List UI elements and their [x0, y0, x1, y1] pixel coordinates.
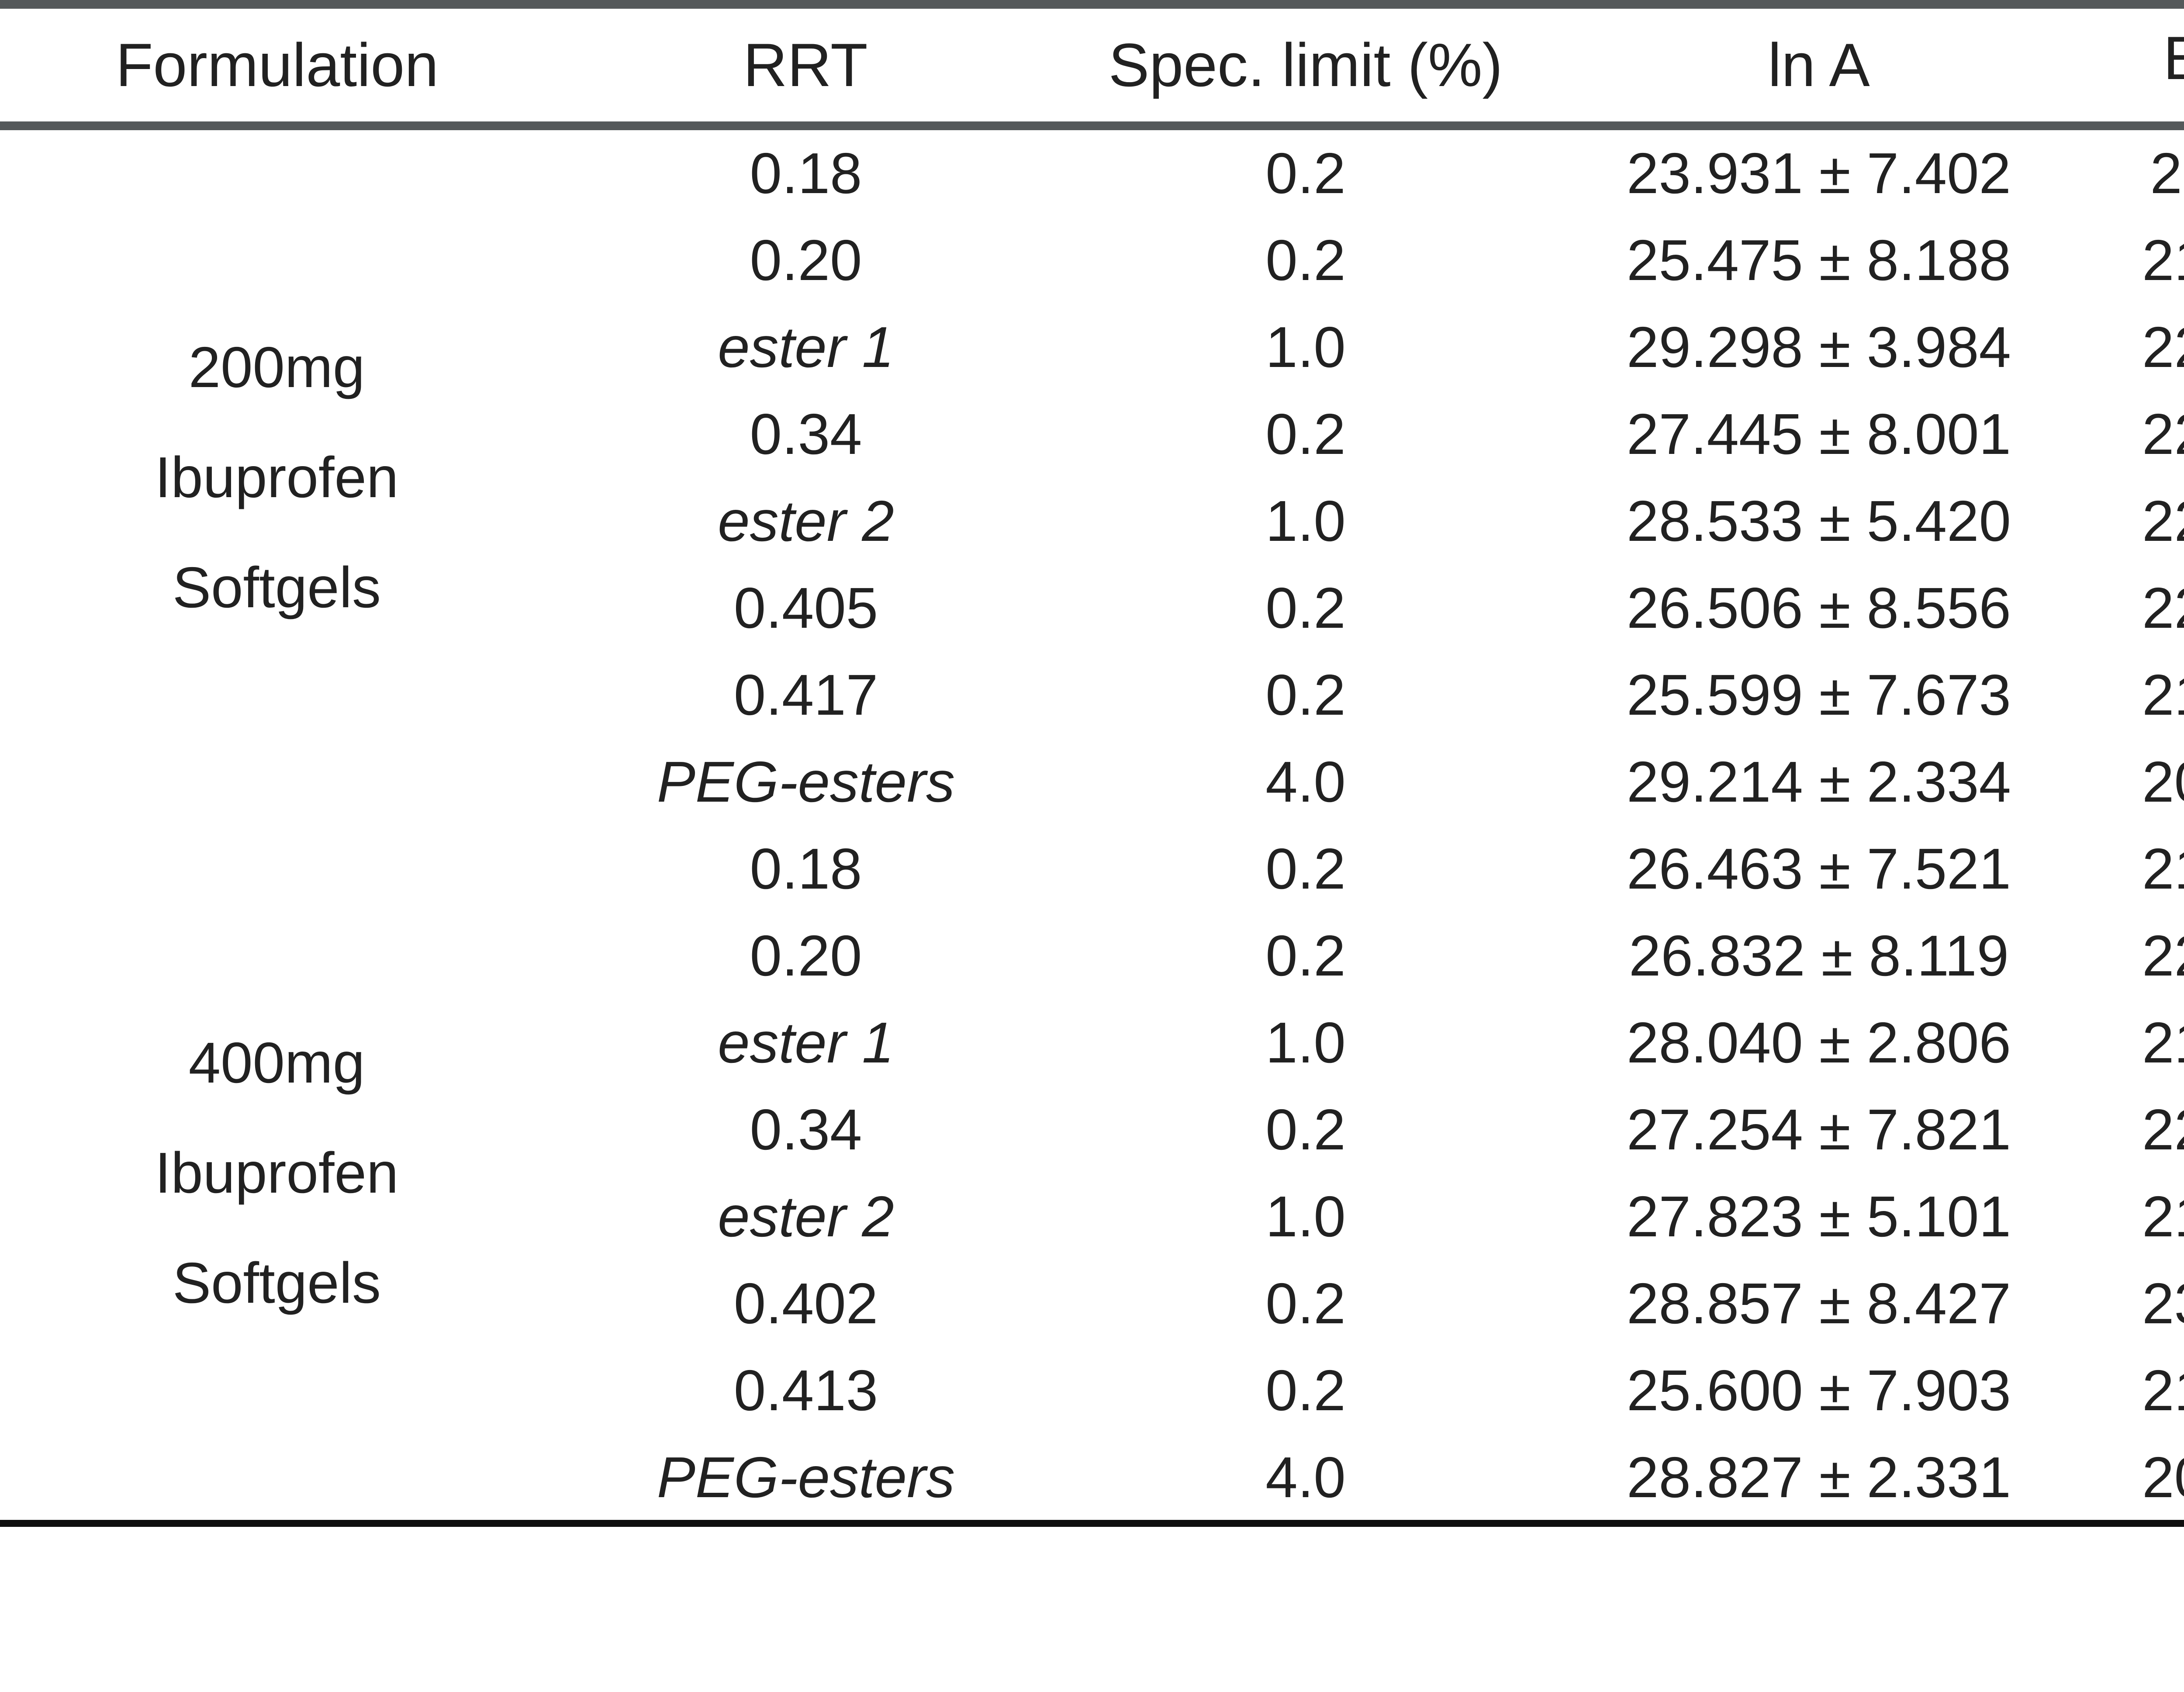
cell-ln-a: 28.040 ± 2.806 — [1555, 998, 2083, 1086]
cell-spec-limit: 0.2 — [1057, 911, 1555, 999]
cell-rrt: 0.413 — [554, 1346, 1057, 1434]
table-row: 200mg Ibuprofen Softgels 0.18 0.2 23.931… — [0, 126, 2184, 825]
formulation-cell-200mg: 200mg Ibuprofen Softgels — [0, 126, 555, 825]
cell-spec-limit: 0.2 — [1057, 651, 1555, 738]
table-row: ester 2 1.0 28.533 ± 5.420 22.105 ± 3.73… — [0, 477, 2184, 564]
cell-rrt: PEG-esters — [554, 1433, 1057, 1523]
col-header-rrt: RRT — [554, 4, 1057, 130]
cell-ln-a: 29.298 ± 3.984 — [1555, 303, 2083, 391]
col-header-ln-a: ln A — [1555, 4, 2083, 130]
cell-ln-a: 23.931 ± 7.402 — [1555, 126, 2083, 217]
cell-ea: 22.397 ± 2.725 — [2083, 303, 2184, 391]
formulation-cell-400mg: 400mg Ibuprofen Softgels — [0, 824, 555, 1523]
cell-ea: 20.445 ± 1.597 — [2083, 1433, 2184, 1523]
cell-rrt: 0.405 — [554, 564, 1057, 651]
table-row: 0.417 0.2 25.599 ± 7.673 21.641 ± 5.319 … — [0, 651, 2184, 738]
cell-rrt: ester 2 — [554, 477, 1057, 564]
cell-rrt: 0.417 — [554, 651, 1057, 738]
cell-ea: 21.330 ± 2.806 — [2083, 998, 2184, 1086]
table-row: PEG-esters 4.0 28.827 ± 2.331 20.445 ± 1… — [0, 1433, 2184, 1523]
cell-ln-a: 25.475 ± 8.188 — [1555, 216, 2083, 304]
cell-ea: 21.869 ± 5.228 — [2083, 824, 2184, 912]
formulation-line: Softgels — [173, 555, 381, 619]
table-body: 200mg Ibuprofen Softgels 0.18 0.2 23.931… — [0, 126, 2184, 1523]
table-row: 0.402 0.2 28.857 ± 8.427 23.728 ± 5.821 … — [0, 1259, 2184, 1347]
cell-spec-limit: 1.0 — [1057, 303, 1555, 391]
cell-rrt: 0.18 — [554, 824, 1057, 912]
formulation-line: Softgels — [173, 1250, 381, 1315]
cell-ln-a: 27.445 ± 8.001 — [1555, 390, 2083, 477]
cell-spec-limit: 0.2 — [1057, 1085, 1555, 1173]
formulation-line: 400mg — [188, 1030, 365, 1095]
cell-ln-a: 29.214 ± 2.334 — [1555, 737, 2083, 825]
table-row: ester 1 1.0 28.040 ± 2.806 21.330 ± 2.80… — [0, 998, 2184, 1086]
cell-ln-a: 26.506 ± 8.556 — [1555, 564, 2083, 651]
cell-ln-a: 28.857 ± 8.427 — [1555, 1259, 2083, 1347]
table-row: 0.413 0.2 25.600 ± 7.903 21.429 ± 5.479 … — [0, 1346, 2184, 1434]
cell-ea: 21.429 ± 5.479 — [2083, 1346, 2184, 1434]
cell-ea: 22.982 ± 5.531 — [2083, 390, 2184, 477]
table-row: ester 2 1.0 27.823 ± 5.101 21.448 ± 3.49… — [0, 1172, 2184, 1260]
col-header-ea: Ea(kcal/mol) — [2083, 4, 2184, 130]
formulation-line: Ibuprofen — [155, 445, 399, 509]
table-row: 400mg Ibuprofen Softgels 0.18 0.2 26.463… — [0, 824, 2184, 1523]
cell-rrt: 0.20 — [554, 911, 1057, 999]
cell-spec-limit: 1.0 — [1057, 1172, 1555, 1260]
cell-ln-a: 26.463 ± 7.521 — [1555, 824, 2083, 912]
cell-ea: 21.557 ± 5.668 — [2083, 216, 2184, 304]
cell-spec-limit: 0.2 — [1057, 390, 1555, 477]
cell-spec-limit: 1.0 — [1057, 998, 1555, 1086]
cell-spec-limit: 0.2 — [1057, 216, 1555, 304]
cell-ln-a: 25.599 ± 7.673 — [1555, 651, 2083, 738]
table-row: 0.405 0.2 26.506 ± 8.556 22.348 ± 5.919 … — [0, 564, 2184, 651]
cell-rrt: ester 2 — [554, 1172, 1057, 1260]
cell-spec-limit: 1.0 — [1057, 477, 1555, 564]
cell-ln-a: 27.254 ± 7.821 — [1555, 1085, 2083, 1173]
cell-rrt: ester 1 — [554, 303, 1057, 391]
table-row: 0.20 0.2 26.832 ± 8.119 22.334 ± 5.616 0… — [0, 911, 2184, 999]
cell-rrt: 0.34 — [554, 390, 1057, 477]
cell-ea: 22.640 ± 5.426 — [2083, 1085, 2184, 1173]
cell-rrt: 0.402 — [554, 1259, 1057, 1347]
cell-spec-limit: 0.2 — [1057, 1346, 1555, 1434]
cell-spec-limit: 0.2 — [1057, 1259, 1555, 1347]
cell-spec-limit: 0.2 — [1057, 126, 1555, 217]
cell-ea: 22.348 ± 5.919 — [2083, 564, 2184, 651]
cell-ea: 20.833 ± 1.600 — [2083, 737, 2184, 825]
cell-rrt: PEG-esters — [554, 737, 1057, 825]
cell-rrt: 0.34 — [554, 1085, 1057, 1173]
cell-ea: 21.448 ± 3.495 — [2083, 1172, 2184, 1260]
cell-spec-limit: 0.2 — [1057, 824, 1555, 912]
cell-ea: 22.334 ± 5.616 — [2083, 911, 2184, 999]
cell-ln-a: 28.827 ± 2.331 — [1555, 1433, 2083, 1523]
table-row: 0.34 0.2 27.445 ± 8.001 22.982 ± 5.531 0… — [0, 390, 2184, 477]
cell-ea: 20.339 ±5.131 — [2083, 126, 2184, 217]
cell-ln-a: 26.832 ± 8.119 — [1555, 911, 2083, 999]
table-row: ester 1 1.0 29.298 ± 3.984 22.397 ± 2.72… — [0, 303, 2184, 391]
formulation-line: Ibuprofen — [155, 1140, 399, 1205]
cell-ln-a: 25.600 ± 7.903 — [1555, 1346, 2083, 1434]
cell-ln-a: 28.533 ± 5.420 — [1555, 477, 2083, 564]
cell-ln-a: 27.823 ± 5.101 — [1555, 1172, 2083, 1260]
cell-spec-limit: 4.0 — [1057, 1433, 1555, 1523]
table-row: 0.20 0.2 25.475 ± 8.188 21.557 ± 5.668 0… — [0, 216, 2184, 304]
ea-symbol: E — [2163, 24, 2184, 93]
cell-spec-limit: 4.0 — [1057, 737, 1555, 825]
cell-rrt: 0.18 — [554, 126, 1057, 217]
table-header: Formulation RRT Spec. limit (%) ln A Ea(… — [0, 4, 2184, 130]
col-header-formulation: Formulation — [0, 4, 554, 130]
arrhenius-parameters-table: Formulation RRT Spec. limit (%) ln A Ea(… — [0, 0, 2184, 1527]
formulation-line: 200mg — [188, 335, 365, 399]
cell-rrt: 0.20 — [554, 216, 1057, 304]
cell-spec-limit: 0.2 — [1057, 564, 1555, 651]
cell-ea: 21.641 ± 5.319 — [2083, 651, 2184, 738]
cell-ea: 22.105 ± 3.737 — [2083, 477, 2184, 564]
cell-rrt: ester 1 — [554, 998, 1057, 1086]
col-header-spec-limit: Spec. limit (%) — [1057, 4, 1555, 130]
table-row: PEG-esters 4.0 29.214 ± 2.334 20.833 ± 1… — [0, 737, 2184, 825]
table-row: 0.34 0.2 27.254 ± 7.821 22.640 ± 5.426 0… — [0, 1085, 2184, 1173]
header-row: Formulation RRT Spec. limit (%) ln A Ea(… — [0, 4, 2184, 130]
cell-ea: 23.728 ± 5.821 — [2083, 1259, 2184, 1347]
